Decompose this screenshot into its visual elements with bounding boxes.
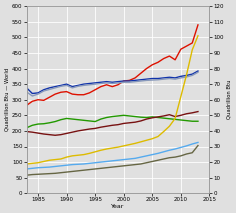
Y-axis label: Quadrillion Btu: Quadrillion Btu	[227, 80, 232, 119]
X-axis label: Year: Year	[111, 204, 125, 209]
Y-axis label: Quadrillion Btu — World: Quadrillion Btu — World	[4, 68, 9, 131]
